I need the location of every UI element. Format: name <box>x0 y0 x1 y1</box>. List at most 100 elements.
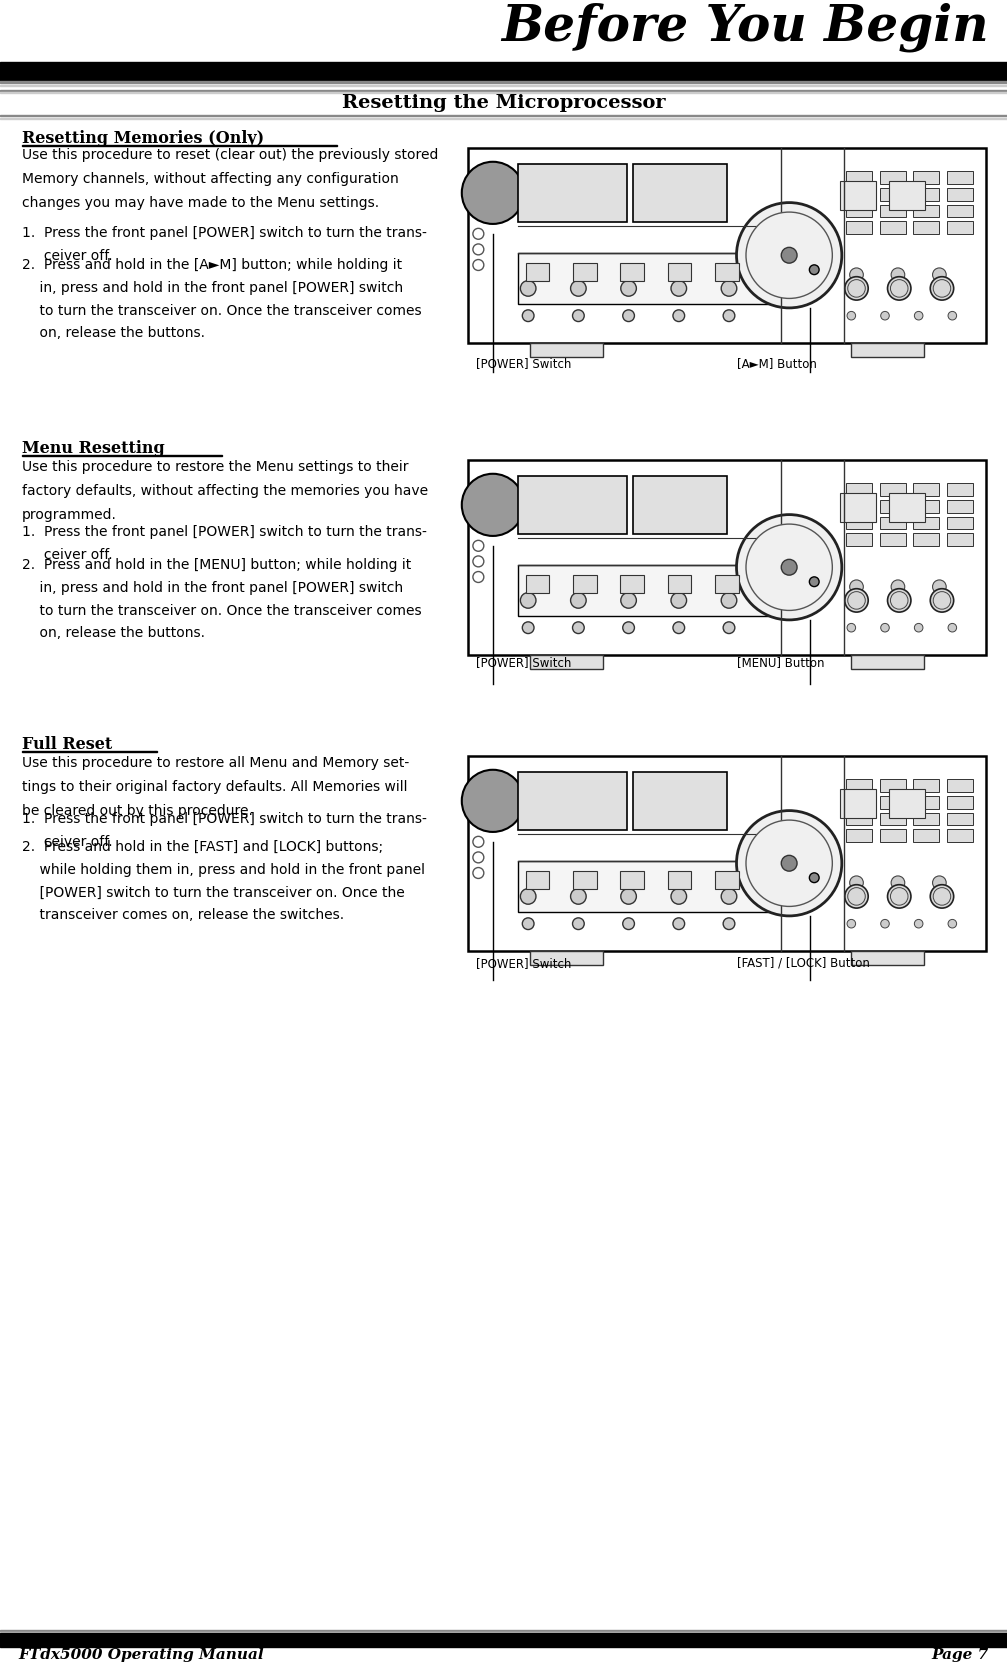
Circle shape <box>948 920 957 928</box>
Circle shape <box>723 310 735 322</box>
Text: 1.  Press the front panel [POWER] switch to turn the trans-
     ceiver off.: 1. Press the front panel [POWER] switch … <box>22 812 427 849</box>
Bar <box>620 576 644 593</box>
Text: Use this procedure to reset (clear out) the previously stored
Memory channels, w: Use this procedure to reset (clear out) … <box>22 147 438 209</box>
Circle shape <box>850 580 863 593</box>
Bar <box>668 871 692 889</box>
Text: Use this procedure to restore all Menu and Memory set-
tings to their original f: Use this procedure to restore all Menu a… <box>22 755 409 817</box>
Circle shape <box>673 310 685 322</box>
Bar <box>0 80 1007 84</box>
Circle shape <box>462 770 524 832</box>
Bar <box>913 516 940 529</box>
Bar <box>468 755 986 951</box>
Circle shape <box>933 888 951 904</box>
Circle shape <box>845 588 868 611</box>
Circle shape <box>736 514 842 620</box>
Circle shape <box>914 920 923 928</box>
Bar <box>846 516 872 529</box>
Circle shape <box>845 276 868 300</box>
Circle shape <box>932 580 947 593</box>
Text: [POWER] Switch: [POWER] Switch <box>476 357 571 370</box>
Bar <box>880 499 905 513</box>
Circle shape <box>781 248 798 263</box>
Text: Before You Begin: Before You Begin <box>501 2 989 52</box>
Circle shape <box>810 873 819 883</box>
Bar <box>846 188 872 201</box>
Circle shape <box>948 623 957 631</box>
Bar <box>851 655 923 668</box>
Bar <box>880 171 905 184</box>
Bar <box>530 951 602 965</box>
Circle shape <box>932 876 947 889</box>
Bar <box>913 484 940 496</box>
Bar <box>880 533 905 546</box>
Circle shape <box>521 593 536 608</box>
Bar <box>840 789 876 819</box>
Circle shape <box>930 884 954 908</box>
Circle shape <box>523 310 534 322</box>
Bar <box>526 263 549 281</box>
Circle shape <box>736 811 842 916</box>
Text: [POWER] Switch: [POWER] Switch <box>476 956 571 970</box>
Bar <box>573 263 596 281</box>
Bar <box>620 871 644 889</box>
Circle shape <box>620 889 636 905</box>
Bar <box>846 221 872 235</box>
Circle shape <box>810 265 819 275</box>
Circle shape <box>887 276 911 300</box>
Bar <box>948 204 973 218</box>
Bar <box>851 343 923 357</box>
Circle shape <box>890 888 908 904</box>
Bar <box>851 951 923 965</box>
Bar <box>913 499 940 513</box>
Text: [MENU] Button: [MENU] Button <box>737 657 825 668</box>
Bar <box>880 829 905 843</box>
Bar <box>889 789 925 819</box>
Bar <box>573 871 596 889</box>
Circle shape <box>891 268 904 281</box>
Circle shape <box>847 623 856 631</box>
Text: [A►M] Button: [A►M] Button <box>737 357 818 370</box>
Bar <box>880 188 905 201</box>
Circle shape <box>736 203 842 308</box>
Circle shape <box>810 576 819 586</box>
Circle shape <box>887 588 911 611</box>
Bar <box>632 164 727 223</box>
Circle shape <box>930 276 954 300</box>
Circle shape <box>721 889 737 905</box>
Bar <box>518 861 778 911</box>
Bar <box>518 476 627 534</box>
Circle shape <box>671 281 687 296</box>
Circle shape <box>622 918 634 930</box>
Bar <box>948 779 973 792</box>
Bar <box>846 171 872 184</box>
Text: [POWER] Switch: [POWER] Switch <box>476 657 571 668</box>
Bar <box>948 533 973 546</box>
Circle shape <box>933 591 951 610</box>
Circle shape <box>521 281 536 296</box>
Bar <box>913 829 940 843</box>
Text: Resetting Memories (Only): Resetting Memories (Only) <box>22 131 264 147</box>
Circle shape <box>914 623 923 631</box>
Text: Resetting the Microprocessor: Resetting the Microprocessor <box>341 94 666 112</box>
Bar <box>468 461 986 655</box>
Bar <box>846 829 872 843</box>
Text: Full Reset: Full Reset <box>22 735 112 754</box>
Circle shape <box>933 280 951 296</box>
Circle shape <box>673 918 685 930</box>
Text: Page 7: Page 7 <box>931 1648 989 1662</box>
Circle shape <box>723 621 735 633</box>
Circle shape <box>881 920 889 928</box>
Circle shape <box>932 268 947 281</box>
Circle shape <box>571 889 586 905</box>
Bar <box>880 221 905 235</box>
Bar <box>518 253 778 303</box>
Bar <box>668 576 692 593</box>
Circle shape <box>948 312 957 320</box>
Bar <box>530 655 602 668</box>
Circle shape <box>523 621 534 633</box>
Bar <box>846 533 872 546</box>
Circle shape <box>573 918 584 930</box>
Circle shape <box>573 621 584 633</box>
Bar <box>913 812 940 826</box>
Bar <box>620 263 644 281</box>
